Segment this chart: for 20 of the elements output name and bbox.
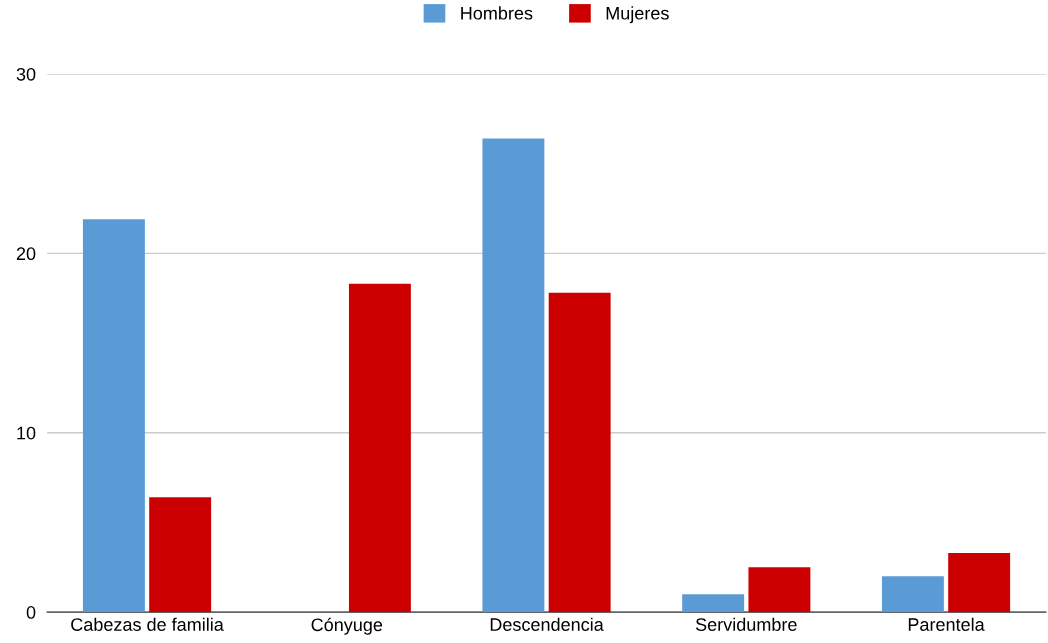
x-tick-label: Cabezas de familia bbox=[71, 617, 224, 631]
y-tick-label: 10 bbox=[17, 426, 36, 440]
bar bbox=[348, 283, 411, 613]
legend-label: Mujeres bbox=[606, 6, 669, 24]
bar bbox=[149, 497, 212, 613]
bar bbox=[548, 292, 611, 613]
y-tick-label: 30 bbox=[16, 67, 36, 81]
y-tick-label: 20 bbox=[16, 247, 36, 261]
x-tick-label: Servidumbre bbox=[695, 617, 797, 631]
y-tick-label: 0 bbox=[26, 606, 36, 619]
x-tick-label: Cónyuge bbox=[311, 617, 383, 635]
x-tick-label: Descendencia bbox=[490, 617, 604, 631]
bar bbox=[482, 138, 545, 613]
bar bbox=[881, 576, 944, 613]
legend-label: Hombres bbox=[461, 6, 533, 20]
bar bbox=[82, 219, 145, 613]
bar bbox=[682, 594, 745, 613]
bar bbox=[748, 567, 811, 613]
bar bbox=[948, 552, 1011, 613]
x-tick-label: Parentela bbox=[908, 617, 985, 631]
